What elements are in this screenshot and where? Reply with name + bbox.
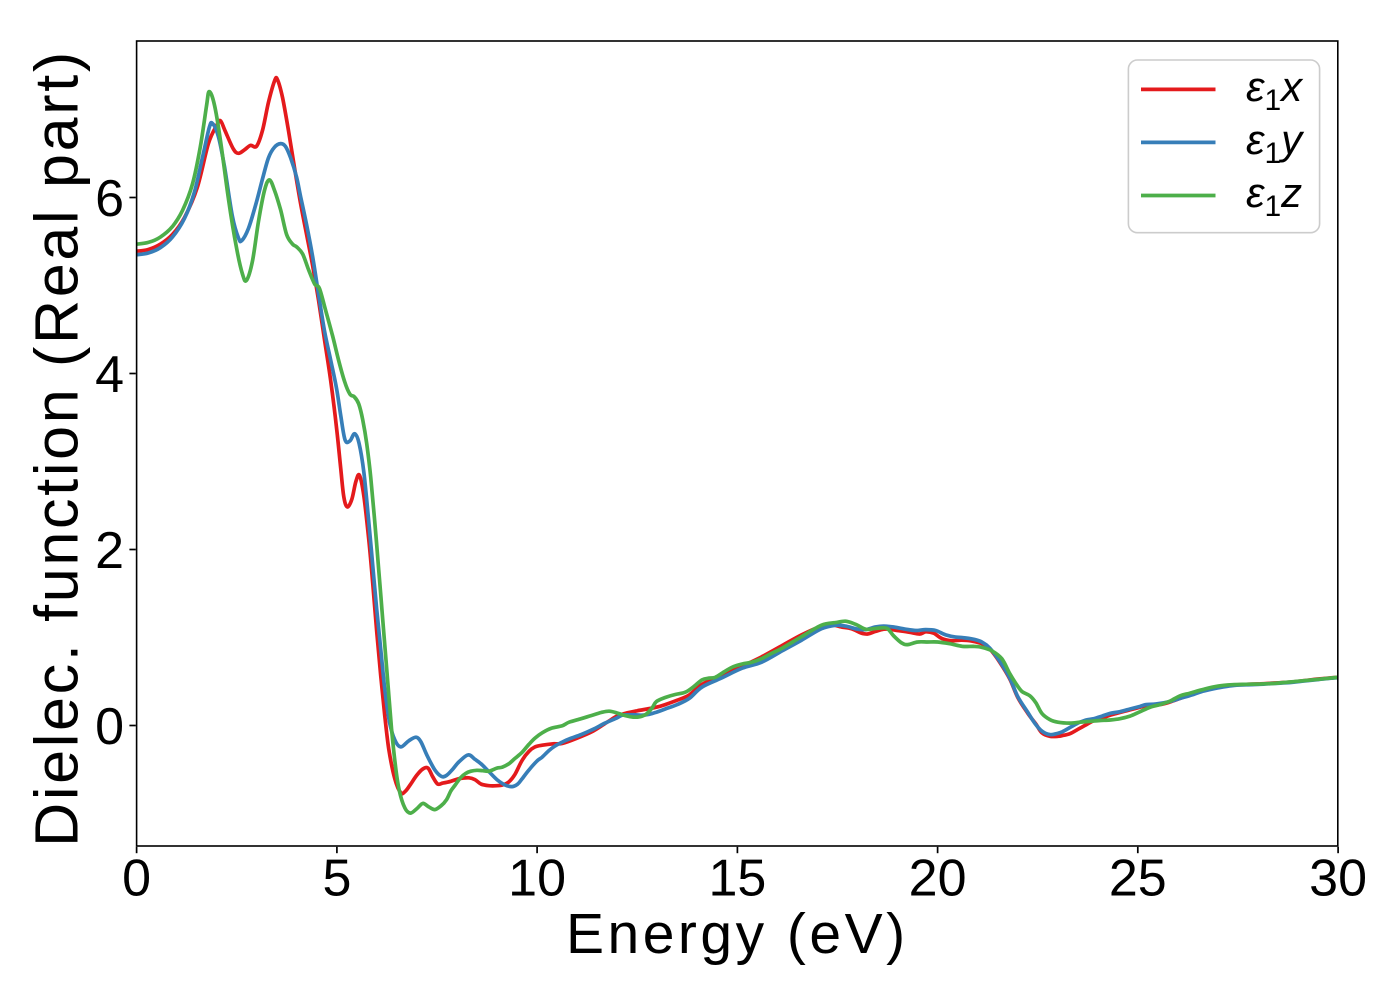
- svg-text:6: 6: [95, 170, 124, 228]
- svg-text:0: 0: [122, 850, 151, 908]
- svg-text:30: 30: [1309, 850, 1367, 908]
- svg-text:20: 20: [909, 850, 967, 908]
- svg-text:10: 10: [508, 850, 566, 908]
- svg-text:0: 0: [95, 698, 124, 756]
- svg-text:4: 4: [95, 346, 124, 404]
- svg-text:Energy (eV): Energy (eV): [566, 902, 909, 966]
- svg-text:15: 15: [708, 850, 766, 908]
- svg-text:ε1y: ε1y: [1246, 116, 1305, 170]
- svg-text:2: 2: [95, 522, 124, 580]
- svg-text:25: 25: [1109, 850, 1167, 908]
- svg-text:Dielec. function (Real part): Dielec. function (Real part): [23, 49, 91, 847]
- svg-text:5: 5: [322, 850, 351, 908]
- svg-text:ε1x: ε1x: [1246, 63, 1304, 117]
